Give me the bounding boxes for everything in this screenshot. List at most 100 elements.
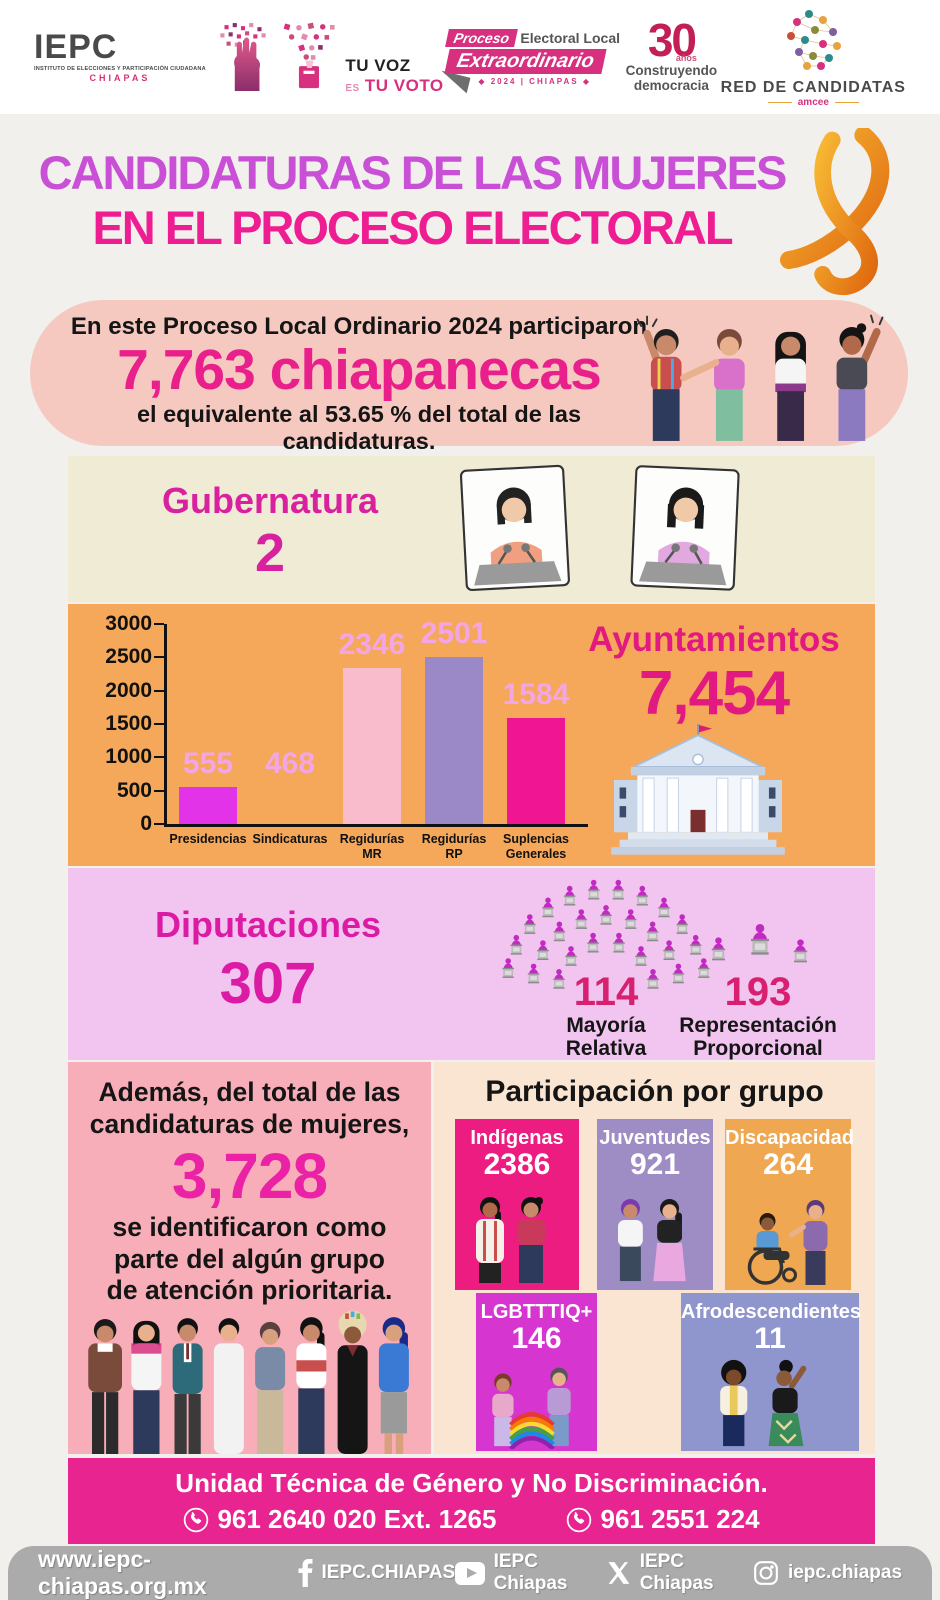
bar-value-label: 1584	[502, 678, 570, 711]
bar-value-label: 2346	[338, 628, 406, 661]
diverse-women-group-illustration	[88, 1310, 409, 1454]
group-card-value: 2386	[483, 1148, 551, 1181]
es-text: ES	[345, 83, 360, 94]
group-card-discapacidad: Discapacidad 264	[725, 1119, 854, 1290]
group-card-value: 11	[754, 1322, 786, 1355]
banner-outro-text: el equivalente al 53.65 % del total de l…	[136, 400, 582, 454]
proceso-word: Proceso	[445, 28, 519, 47]
rp-podium-figures	[711, 923, 808, 963]
banner-headline-number: 7,763 chiapanecas	[117, 338, 602, 402]
y-tick-mark	[154, 689, 164, 692]
group-panel-title: Participación por grupo	[485, 1075, 824, 1108]
phone-icon	[184, 1507, 209, 1532]
y-tick-label: 0	[140, 812, 152, 835]
group-card-value: 146	[511, 1322, 562, 1355]
y-tick-label: 1500	[105, 712, 152, 735]
juventudes-illustration	[618, 1198, 686, 1282]
youtube-icon	[455, 1561, 485, 1585]
tu-voto-text: TU VOTO	[364, 76, 444, 95]
construyendo-text: Construyendo	[625, 63, 718, 79]
group-card-value: 921	[629, 1148, 681, 1181]
x-axis-label: Suplencias Generales	[503, 832, 569, 861]
orange-ribbon-icon	[780, 128, 890, 296]
group-card-label: Afrodescendientes	[681, 1301, 862, 1323]
phone-icon	[567, 1507, 592, 1532]
iepc-region: CHIAPAS	[89, 72, 151, 83]
ayuntamientos-section: 0 500 1000 1500 2000 2500 3000 555 Presidencias 4…	[68, 604, 875, 866]
website-link[interactable]: www.iepc-chiapas.org.mx	[38, 1546, 207, 1599]
diputaciones-section: Diputaciones 307 114 Mayoría Relativa 19…	[68, 868, 875, 1060]
priority-intro-text: Además, del total de las candidaturas de…	[89, 1077, 410, 1139]
x-axis-label: Presidencias	[169, 832, 247, 846]
women-group-illustration	[636, 314, 884, 441]
youtube-link[interactable]: IEPC Chiapas	[455, 1551, 607, 1595]
y-tick-mark	[154, 789, 164, 792]
30-number: 30	[647, 14, 697, 67]
gubernatura-value: 2	[254, 523, 286, 583]
y-tick-label: 2000	[105, 678, 152, 702]
bar-Presidencias	[179, 787, 237, 824]
indigenas-illustration	[476, 1197, 545, 1283]
contact-footer: Unidad Técnica de Género y No Discrimina…	[68, 1458, 875, 1544]
priority-groups-panel: Además, del total de las candidaturas de…	[68, 1062, 431, 1454]
y-tick-label: 500	[116, 778, 152, 802]
y-axis	[164, 624, 167, 826]
y-tick-label: 3000	[105, 612, 152, 635]
facebook-link[interactable]: IEPC.CHIAPAS	[298, 1559, 455, 1587]
x-axis-label: Sindicaturas	[252, 832, 328, 846]
mayoria-relativa-value: 114	[573, 970, 639, 1014]
ballot-confetti-icon	[284, 22, 335, 89]
lgbtttiq-illustration	[492, 1367, 571, 1449]
facebook-icon	[298, 1559, 312, 1587]
red-de-candidatas-logo: RED DE CANDIDATAS amcee	[721, 6, 906, 108]
bar-Regidurías RP	[425, 657, 483, 824]
phone-entry-2: 961 2551 224	[566, 1504, 760, 1535]
candidaturas-bar-chart: 0 500 1000 1500 2000 2500 3000 555 Presidencias 4…	[84, 612, 594, 864]
banner-intro-text: En este Proceso Local Ordinario 2024 par…	[70, 313, 648, 340]
instagram-icon	[754, 1561, 778, 1585]
gubernatura-label: Gubernatura	[161, 480, 379, 521]
group-card-lgbtttiq: LGBTTTIQ+ 146	[476, 1293, 597, 1451]
network-sphere-icon	[787, 10, 842, 70]
y-tick-label: 2500	[105, 645, 152, 669]
group-card-value: 264	[762, 1148, 814, 1181]
amcee-text: amcee	[797, 97, 829, 108]
phone-number-1: 961 2640 020 Ext. 1265	[217, 1504, 497, 1534]
logo-header: IEPC INSTITUTO DE ELECCIONES Y PARTICIPA…	[0, 0, 940, 114]
gubernatura-section: Gubernatura 2	[68, 456, 875, 602]
iepc-subtitle: INSTITUTO DE ELECCIONES Y PARTICIPACIÓN …	[34, 65, 206, 72]
social-bar: www.iepc-chiapas.org.mx IEPC.CHIAPAS IEP…	[8, 1546, 932, 1600]
extraordinario-word: Extraordinario	[444, 48, 607, 74]
candidate-podium-card-1	[459, 464, 570, 591]
y-tick-mark	[154, 623, 164, 625]
title-line-2: EN EL PROCESO ELECTORAL	[92, 200, 733, 254]
x-link[interactable]: IEPC Chiapas	[607, 1551, 753, 1595]
group-card-label: Discapacidad	[725, 1127, 854, 1149]
electoral-local-word: Electoral Local	[520, 29, 620, 46]
unit-name: Unidad Técnica de Género y No Discrimina…	[175, 1468, 768, 1498]
anios-text: años	[675, 53, 697, 64]
representacion-proporcional-value: 193	[724, 970, 792, 1014]
afrodescendientes-illustration	[720, 1359, 807, 1447]
page-title: CANDIDATURAS DE LAS MUJERES EN EL PROCES…	[24, 146, 800, 255]
participation-by-group-panel: Participación por grupo Indígenas 2386 J…	[434, 1062, 875, 1454]
mayoria-relativa-label: Mayoría Relativa	[565, 1014, 647, 1061]
x-axis-label: Regidurías RP	[421, 832, 487, 861]
democracia-text: democracia	[633, 77, 709, 93]
iepc-hand-icon	[220, 23, 266, 91]
bar-value-label: 2501	[420, 617, 488, 650]
y-tick-label: 1000	[105, 745, 152, 769]
group-card-label: Indígenas	[470, 1127, 564, 1149]
dash-decoration	[767, 102, 792, 103]
candidate-podium-card-2	[630, 465, 740, 591]
priority-outro-text: se identificaron como parte del algún gr…	[106, 1211, 393, 1306]
group-card-indigenas: Indígenas 2386	[455, 1119, 579, 1290]
bar-value-label: 555	[182, 747, 234, 780]
dash-decoration	[834, 102, 859, 103]
diputaciones-value: 307	[219, 951, 317, 1016]
instagram-link[interactable]: iepc.chiapas	[753, 1560, 902, 1586]
representacion-proporcional-label: Representación Proporcional	[679, 1014, 837, 1061]
group-card-label: LGBTTTIQ+	[480, 1301, 593, 1323]
iepc-logo: IEPC INSTITUTO DE ELECCIONES Y PARTICIPA…	[34, 21, 274, 93]
